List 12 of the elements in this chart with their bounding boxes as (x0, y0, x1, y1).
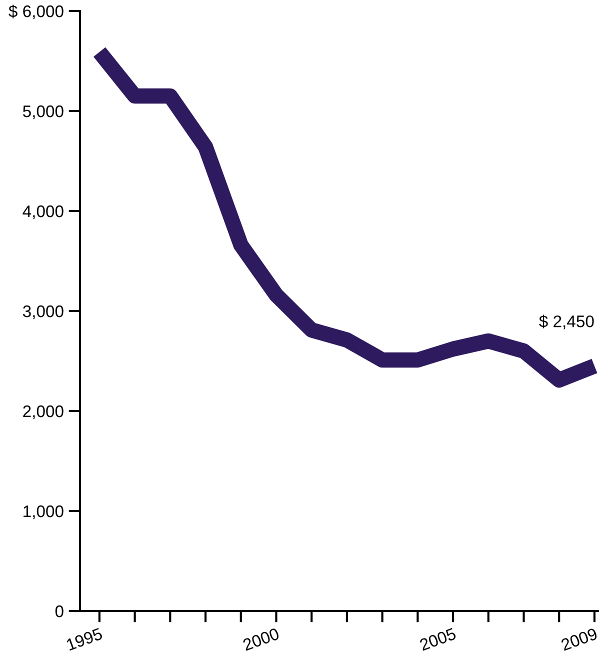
x-tick-label: 1995 (66, 628, 103, 651)
y-tick-label: 0 (55, 605, 64, 618)
x-tick-label: 2005 (419, 628, 457, 651)
y-tick-label: 1,000 (24, 505, 64, 520)
x-tick-label: 2009 (560, 628, 598, 651)
y-tick-label: $ 6,000 (8, 4, 64, 20)
x-tick-label: 2000 (242, 628, 280, 651)
annotation: $ 2,450 (539, 314, 594, 330)
y-tick-label: 5,000 (22, 105, 64, 120)
y-tick-label: 4,000 (22, 205, 64, 220)
y-tick-label: 3,000 (22, 305, 64, 320)
y-tick-label: 2,000 (23, 405, 64, 420)
